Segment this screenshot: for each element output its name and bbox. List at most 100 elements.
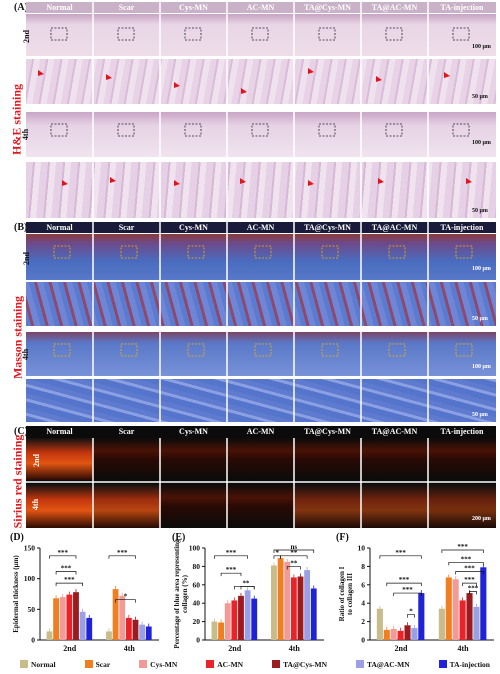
masson-col-cys-mn: Cys-MN bbox=[179, 223, 208, 232]
legend-swatch bbox=[139, 660, 148, 668]
y-tick-label: 2 bbox=[361, 617, 365, 626]
significance-label: *** bbox=[464, 565, 475, 573]
sirius-row-2nd: 2nd bbox=[31, 454, 41, 467]
he-2nd-high-row bbox=[26, 59, 496, 104]
bar-normal bbox=[271, 565, 277, 640]
bar-cys-mn bbox=[452, 579, 459, 640]
significance-label: *** bbox=[468, 584, 479, 592]
he-row-2nd: 2nd bbox=[21, 30, 31, 43]
significance-bracket bbox=[49, 555, 77, 559]
significance-bracket bbox=[214, 555, 248, 559]
legend-item-ta-injection: TA-injection bbox=[438, 659, 490, 669]
bar-ta-cys-mn bbox=[466, 593, 473, 640]
bar-cys-mn bbox=[224, 603, 231, 640]
legend-label: Normal bbox=[31, 659, 56, 669]
sirius-col-ac-mn: AC-MN bbox=[246, 427, 275, 436]
bar-cys-mn bbox=[284, 561, 291, 640]
significance-label: *** bbox=[464, 576, 475, 584]
significance-bracket bbox=[220, 572, 242, 577]
legend-item-ta-cys-mn: TA@Cys-MN bbox=[272, 660, 327, 669]
y-tick-label: 6 bbox=[361, 580, 365, 589]
x-category-label: 2nd bbox=[63, 644, 76, 653]
bar-ac-mn bbox=[397, 630, 404, 640]
he-col-ta-ac-mn: TA@AC-MN bbox=[371, 3, 418, 12]
bar-ta-ac-mn bbox=[473, 606, 480, 640]
significance-label: *** bbox=[395, 549, 406, 557]
significance-bracket bbox=[55, 582, 83, 587]
legend-item-ac-mn: AC-MN bbox=[206, 660, 243, 669]
y-tick-label: 0 bbox=[31, 636, 35, 645]
legend-label: TA-injection bbox=[449, 659, 490, 669]
significance-label: ns bbox=[291, 543, 298, 551]
significance-bracket bbox=[55, 571, 77, 575]
bar-cys-mn bbox=[390, 628, 397, 640]
x-category-label: 2nd bbox=[395, 644, 408, 653]
legend-label: Scar bbox=[95, 659, 111, 669]
side-label-he: H&E staining bbox=[9, 84, 24, 156]
bar-ta-cys-mn bbox=[132, 619, 139, 640]
bar-normal bbox=[46, 631, 53, 640]
bar-scar bbox=[445, 577, 452, 640]
legend-label: TA@AC-MN bbox=[367, 659, 410, 669]
legend-label: Cys-MN bbox=[150, 659, 178, 669]
bar-ta-ac-mn bbox=[411, 628, 418, 640]
he-scale-4th-low: 100 μm bbox=[472, 140, 491, 146]
legend-swatch bbox=[438, 660, 447, 668]
bar-ta-injection bbox=[310, 588, 317, 640]
y-tick-label: 0 bbox=[196, 636, 200, 645]
he-4th-low-row bbox=[26, 112, 496, 157]
sirius-col-scar: Scar bbox=[118, 427, 135, 436]
he-col-cys-mn: Cys-MN bbox=[179, 3, 208, 12]
masson-col-ta-injection: TA-injection bbox=[440, 223, 484, 232]
bar-ac-mn bbox=[231, 600, 238, 640]
masson-col-ta-ac-mn: TA@AC-MN bbox=[371, 223, 418, 232]
masson-4th-high-row bbox=[26, 379, 496, 422]
y-tick-label: 150 bbox=[24, 544, 36, 553]
legend-swatch bbox=[356, 660, 364, 668]
legend-swatch bbox=[272, 660, 281, 668]
sirius-col-ta-cys-mn: TA@Cys-MN bbox=[304, 427, 351, 436]
he-scale-4th-high: 50 μm bbox=[472, 208, 488, 214]
sirius-grid: Normal Scar Cys-MN AC-MN TA@Cys-MN TA@AC… bbox=[26, 426, 496, 528]
y-tick-label: 0 bbox=[361, 636, 365, 645]
significance-label: *** bbox=[226, 566, 237, 574]
bar-ac-mn bbox=[459, 600, 466, 640]
bar-ta-cys-mn bbox=[404, 625, 411, 640]
he-col-ac-mn: AC-MN bbox=[246, 3, 275, 12]
bar-normal bbox=[211, 621, 218, 640]
y-tick-label: 8 bbox=[361, 562, 365, 571]
he-scale-2nd-high: 50 μm bbox=[472, 94, 488, 100]
y-tick-label: 80 bbox=[193, 562, 201, 571]
y-tick-label: 100 bbox=[189, 544, 201, 553]
y-tick-label: 50 bbox=[28, 605, 36, 614]
x-category-label: 2nd bbox=[228, 644, 241, 653]
y-axis-label: Ratio of collagen Ito collagen III bbox=[338, 566, 354, 621]
he-overlay bbox=[38, 2, 472, 222]
significance-bracket bbox=[469, 591, 477, 595]
masson-scale-2nd-high: 50 μm bbox=[472, 316, 488, 322]
bar-scar bbox=[383, 629, 390, 640]
masson-4th-low-row bbox=[26, 332, 496, 376]
legend-item-scar: Scar bbox=[84, 659, 111, 669]
significance-label: *** bbox=[399, 576, 410, 584]
significance-bracket bbox=[108, 555, 136, 559]
masson-2nd-high-row bbox=[26, 282, 496, 326]
bar-ta-cys-mn bbox=[297, 576, 304, 640]
significance-label: *** bbox=[117, 549, 128, 557]
masson-column-header: Normal Scar Cys-MN AC-MN TA@Cys-MN TA@AC… bbox=[26, 222, 496, 233]
he-column-header: Normal Scar Cys-MN AC-MN TA@Cys-MN TA@AC… bbox=[26, 2, 496, 13]
significance-label: * bbox=[124, 593, 128, 601]
he-col-ta-cys-mn: TA@Cys-MN bbox=[304, 3, 351, 12]
x-category-label: 4th bbox=[457, 644, 469, 653]
bar-ta-injection bbox=[251, 598, 258, 640]
bar-normal bbox=[106, 631, 112, 640]
masson-scale-4th-high: 50 μm bbox=[472, 412, 488, 418]
legend-swatch bbox=[206, 660, 215, 668]
y-tick-label: 10 bbox=[358, 544, 366, 553]
legend-item-normal: Normal bbox=[20, 660, 56, 669]
y-tick-label: 4 bbox=[361, 599, 365, 608]
bar-ta-injection bbox=[418, 593, 425, 640]
he-row-4th: 4th bbox=[21, 128, 31, 141]
masson-scale-2nd-low: 100 μm bbox=[472, 266, 491, 272]
